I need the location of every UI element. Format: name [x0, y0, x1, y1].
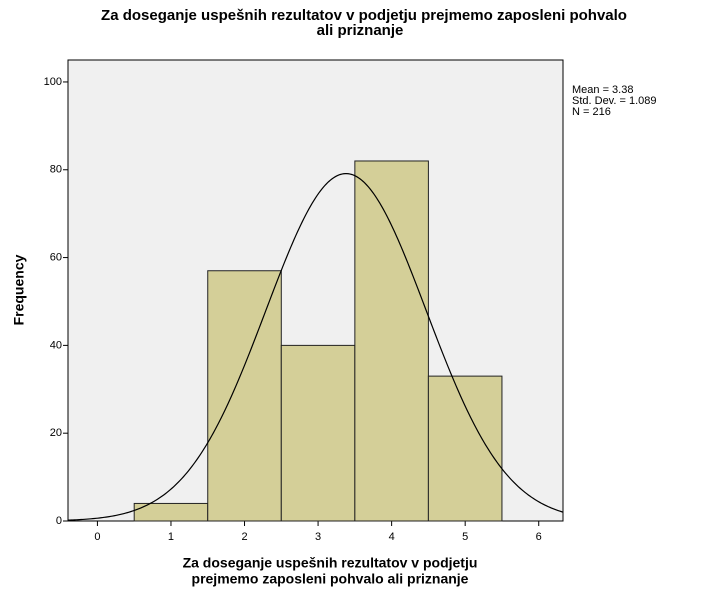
- y-tick-label: 60: [50, 251, 62, 263]
- stat-label: N = 216: [572, 106, 611, 118]
- y-tick-label: 0: [56, 515, 62, 527]
- x-tick-label: 2: [241, 531, 247, 543]
- y-tick-label: 40: [50, 339, 62, 351]
- x-tick-label: 1: [168, 531, 174, 543]
- y-tick-label: 20: [50, 427, 62, 439]
- x-axis-label: prejmemo zaposleni pohvalo ali priznanje: [192, 571, 469, 587]
- stat-label: Std. Dev. = 1.089: [572, 95, 657, 107]
- x-tick-label: 0: [94, 531, 100, 543]
- chart-title: ali priznanje: [317, 22, 404, 39]
- stat-label: Mean = 3.38: [572, 84, 633, 96]
- x-axis-label: Za doseganje uspešnih rezultatov v podje…: [183, 555, 478, 571]
- bar: [427, 375, 503, 522]
- y-tick-label: 80: [50, 164, 62, 176]
- normal-curve: [67, 173, 564, 521]
- bar: [207, 270, 282, 522]
- bar: [354, 160, 429, 522]
- y-tick-label: 100: [44, 76, 62, 88]
- x-tick-label: 5: [462, 531, 468, 543]
- y-axis-label: Frequency: [11, 254, 27, 325]
- x-tick-label: 3: [315, 531, 321, 543]
- bar: [280, 344, 356, 522]
- x-tick-label: 4: [389, 531, 395, 543]
- chart-title: Za doseganje uspešnih rezultatov v podje…: [101, 7, 627, 24]
- x-tick-label: 6: [536, 531, 542, 543]
